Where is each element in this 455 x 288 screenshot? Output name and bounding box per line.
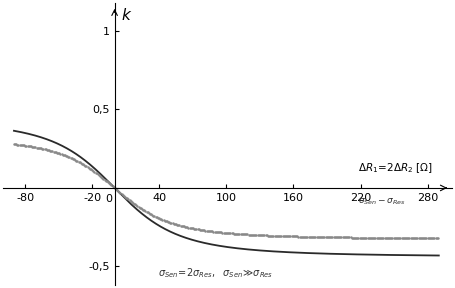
Text: $\sigma_{Sen}\!=\!2\sigma_{Res},\ \ \sigma_{Sen}\!\gg\!\sigma_{Res}$: $\sigma_{Sen}\!=\!2\sigma_{Res},\ \ \sig… [157,266,273,280]
Text: $k$: $k$ [121,7,132,23]
Text: $\Delta R_1\!=\!2\Delta R_2\ [\Omega]$: $\Delta R_1\!=\!2\Delta R_2\ [\Omega]$ [358,162,433,175]
Text: 0: 0 [106,194,112,204]
Text: $\sigma_{Sen}-\sigma_{Res}$: $\sigma_{Sen}-\sigma_{Res}$ [358,197,406,207]
